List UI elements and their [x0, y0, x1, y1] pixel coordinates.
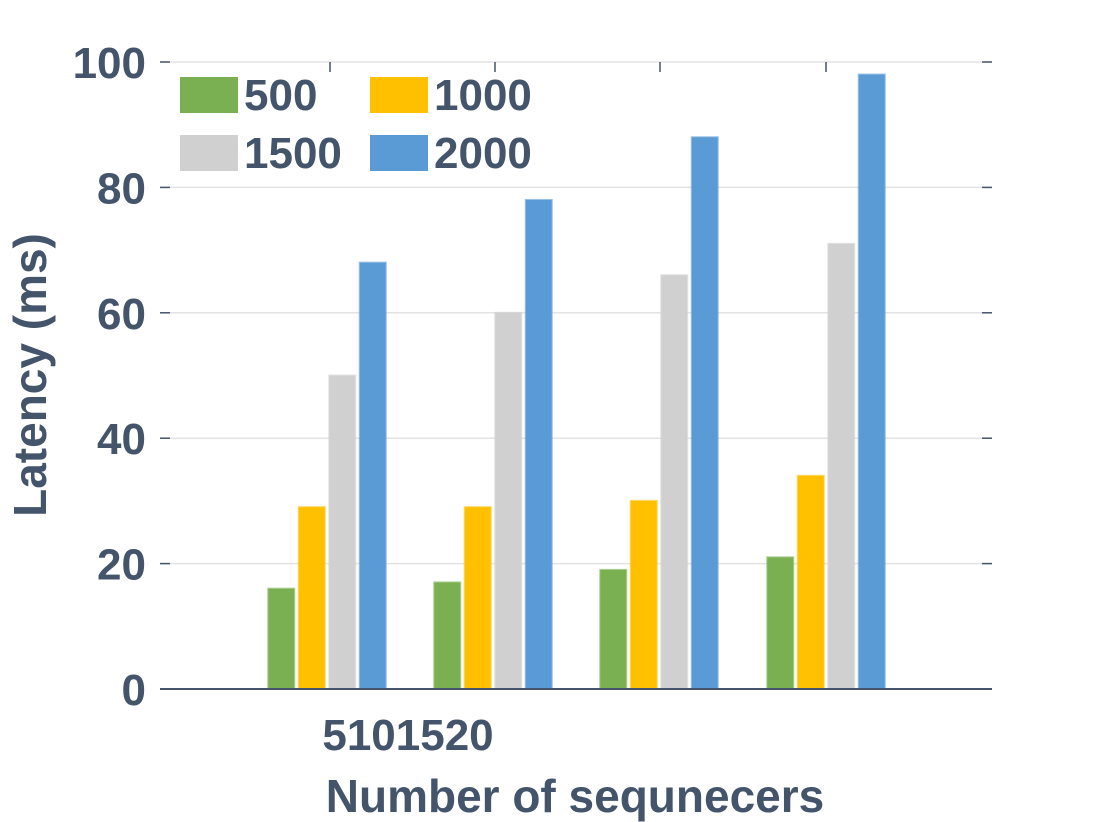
bar-500-10: [433, 581, 462, 690]
bar-1000-10: [463, 506, 492, 691]
bar-1500-20: [827, 242, 856, 691]
bar-1000-15: [629, 499, 658, 690]
y-tick-label: 100: [73, 39, 146, 88]
bar-1000-20: [796, 474, 825, 690]
legend-swatch-1000: [370, 77, 428, 113]
y-tick-label: 20: [97, 541, 146, 590]
legend-label-2000: 2000: [434, 129, 532, 178]
bar-2000-20: [857, 73, 886, 691]
bar-2000-15: [690, 136, 719, 691]
y-tick-labels: 0 20 40 60 80 100: [73, 39, 146, 715]
y-tick-label: 80: [97, 164, 146, 213]
legend-label-1000: 1000: [434, 71, 532, 120]
legend-label-500: 500: [244, 71, 317, 120]
legend-swatch-2000: [370, 135, 428, 171]
y-tick-label: 0: [122, 666, 146, 715]
y-axis-label: Latency (ms): [4, 233, 56, 517]
bar-500-20: [766, 556, 795, 691]
legend-label-1500: 1500: [244, 129, 342, 178]
x-tick-label: 5101520: [322, 711, 493, 760]
bar-1000-5: [297, 506, 326, 691]
y-tick-label: 60: [97, 290, 146, 339]
bars: [267, 73, 886, 691]
legend-swatch-1500: [180, 135, 238, 171]
legend-swatch-500: [180, 77, 238, 113]
y-tick-label: 40: [97, 415, 146, 464]
legend: 500 1000 1500 2000: [180, 71, 532, 178]
bar-1500-5: [328, 374, 357, 690]
bar-2000-10: [524, 198, 553, 690]
bar-1500-10: [494, 311, 523, 690]
x-axis-label: Number of sequnecers: [326, 770, 824, 822]
bar-500-15: [599, 568, 628, 690]
bar-500-5: [267, 587, 296, 690]
bar-2000-5: [358, 261, 387, 690]
bar-1500-15: [660, 274, 689, 690]
